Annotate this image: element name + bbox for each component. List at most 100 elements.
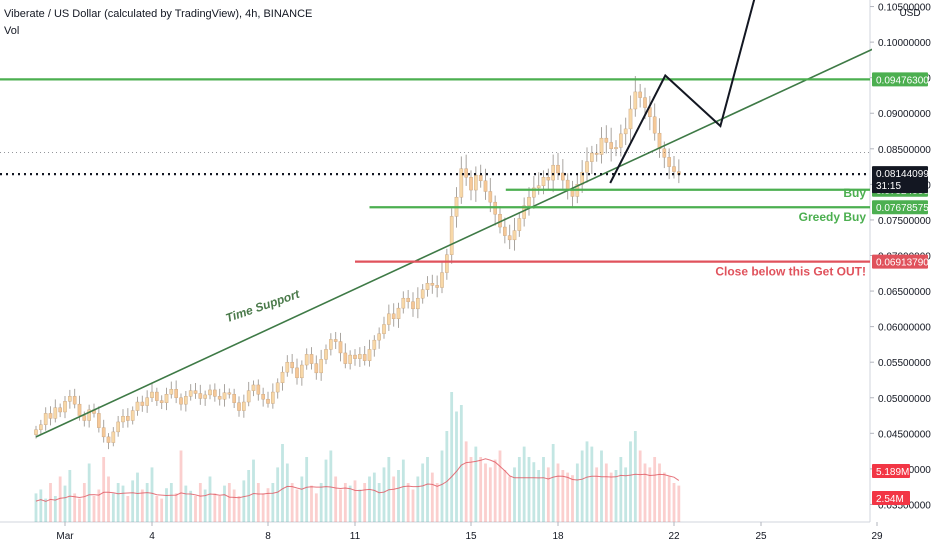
candle-body (97, 413, 101, 428)
candle-body (343, 352, 348, 364)
candle-body (536, 185, 541, 189)
volume-bar (426, 457, 429, 522)
volume-bar (658, 463, 661, 522)
volume-bar (305, 457, 309, 522)
volume-bar (527, 457, 531, 522)
volume-bar (155, 496, 159, 522)
candle-body (387, 313, 391, 325)
candle-body (358, 354, 362, 359)
volume-bar (290, 483, 294, 522)
price-level-annotation: Close below this Get OUT! (715, 265, 866, 279)
projection-path (609, 0, 756, 184)
price-level-label: 0.06913790 (876, 258, 929, 269)
time-axis-label: 25 (755, 531, 767, 542)
candle-body (609, 142, 613, 150)
candle-body (111, 431, 116, 443)
last-price-countdown: 31:15 (876, 181, 901, 192)
volume-bar (498, 450, 502, 522)
volume-bar (63, 485, 67, 522)
candle-body (77, 403, 82, 416)
candle-body (169, 389, 174, 395)
candle-body (590, 152, 594, 162)
candle-body (377, 333, 381, 341)
volume-bar (242, 480, 246, 522)
candle-body (63, 401, 67, 413)
candle-body (130, 410, 135, 421)
volume-bar (450, 392, 454, 522)
candle-body (565, 179, 570, 190)
candle-body (179, 397, 183, 405)
volume-bar (208, 476, 212, 522)
candle-body (643, 97, 647, 108)
candle-body (329, 339, 333, 350)
candle-body (72, 396, 77, 405)
candle-body (445, 254, 449, 273)
price-axis-label: 0.10000000 (878, 38, 931, 49)
volume-bar (319, 483, 323, 522)
volume-bar (377, 483, 381, 522)
candle-body (541, 177, 546, 186)
volume-bar (368, 476, 371, 522)
volume-bar (334, 476, 338, 522)
volume-bar (672, 483, 676, 522)
volume-bar (227, 483, 231, 522)
candle-series (34, 76, 681, 450)
volume-bar (474, 446, 478, 522)
axis-currency-label: USD (899, 8, 920, 19)
volume-bar (537, 470, 541, 522)
volume-bar (140, 489, 144, 522)
candle-body (507, 235, 512, 241)
volume-bar (261, 493, 265, 522)
candle-body (155, 391, 159, 401)
volume-bar (136, 472, 139, 522)
time-axis-label: 15 (465, 531, 477, 542)
candle-body (604, 137, 609, 143)
volume-bar (609, 472, 613, 522)
candle-body (527, 196, 531, 206)
volume-bar (353, 480, 357, 522)
volume-bar (78, 498, 81, 522)
volume-bar (160, 498, 164, 522)
time-axis-label: Mar (56, 531, 74, 542)
candle-body (193, 390, 198, 394)
price-axis-label: 0.09000000 (878, 109, 931, 120)
candle-body (246, 390, 251, 403)
candle-body (416, 297, 420, 310)
volume-bar (107, 476, 110, 522)
volume-bar (401, 459, 405, 522)
price-level-tag (872, 72, 928, 87)
volume-bar (348, 485, 352, 522)
volume-label: Vol (4, 25, 20, 37)
volume-bar (213, 493, 217, 522)
volume-bar (34, 493, 38, 522)
candle-body (628, 108, 633, 130)
volume-bar (232, 489, 236, 522)
time-axis-label: 18 (552, 531, 564, 542)
candle-body (372, 339, 377, 350)
candle-body (488, 191, 493, 203)
candle-body (483, 180, 488, 192)
candle-body (106, 436, 111, 443)
candle-body (348, 354, 352, 364)
candle-body (261, 393, 265, 400)
price-axis-label: 0.04500000 (878, 429, 931, 440)
volume-value-tag (872, 491, 910, 505)
candle-body (256, 384, 261, 395)
candle-body (101, 427, 106, 438)
candle-body (285, 361, 290, 373)
candle-body (623, 128, 628, 135)
volume-bar (174, 493, 178, 522)
volume-bar (629, 441, 632, 522)
candle-body (396, 307, 401, 320)
volume-bar (517, 457, 521, 522)
candle-body (53, 407, 58, 419)
candle-body (411, 301, 415, 310)
volume-bar (198, 483, 202, 522)
candle-body (34, 429, 38, 435)
candle-body (652, 116, 657, 134)
volume-bar (382, 467, 386, 522)
candle-body (295, 367, 299, 379)
volume-bar (469, 457, 473, 522)
